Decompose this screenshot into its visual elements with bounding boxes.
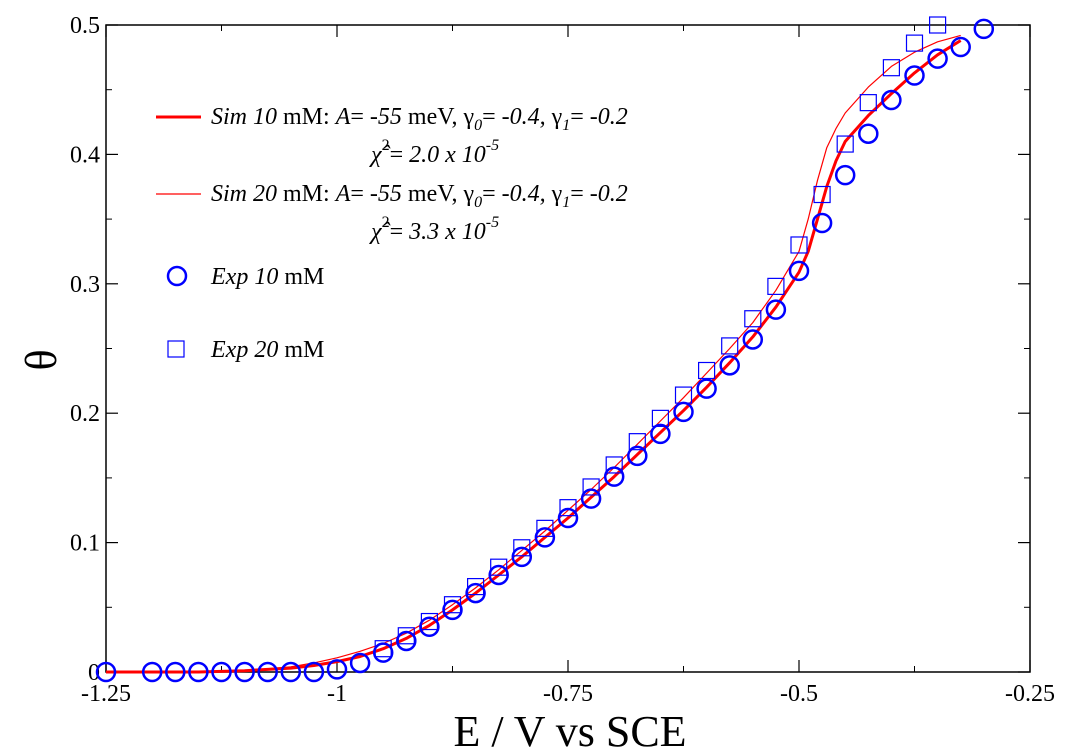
data-point-square — [582, 478, 600, 496]
data-point-square — [882, 59, 901, 77]
data-point-circle — [696, 378, 717, 399]
data-point-circle — [488, 564, 509, 586]
data-point-square — [513, 539, 531, 557]
data-point-square — [628, 433, 646, 451]
y-tick-label: 0.1 — [70, 531, 100, 557]
data-point-square — [674, 386, 693, 404]
data-point-square — [905, 34, 924, 52]
data-point-circle — [950, 36, 971, 58]
data-point-square — [744, 310, 762, 328]
data-point-square — [813, 185, 831, 204]
y-axis: 0 0.1 0.2 0.3 0.4 0.5 — [70, 13, 1030, 686]
data-point-square — [697, 361, 716, 380]
data-point-circle — [211, 661, 232, 683]
data-point-circle — [765, 299, 787, 320]
x-tick-label: -1 — [327, 681, 347, 707]
data-point-circle — [349, 652, 371, 674]
legend-label-exp-10: Exp 10 mM — [210, 264, 324, 290]
y-tick-label: 0 — [88, 660, 100, 686]
data-point-circle — [650, 423, 671, 445]
data-point-square — [721, 337, 739, 355]
x-axis: -1.25 -1 -0.75 -0.5 -0.25 — [81, 25, 1055, 707]
x-axis-title: E / V vs SCE — [453, 707, 686, 753]
y-tick-label: 0.3 — [70, 272, 100, 298]
y-axis-title: θ — [17, 349, 66, 370]
x-tick-label: -1.25 — [81, 681, 131, 707]
data-point-circle — [234, 661, 255, 683]
legend-chi-sim-20: χ̂2= 3.3 x 10-5 — [369, 214, 499, 245]
data-point-circle — [165, 661, 186, 683]
data-point-circle — [534, 527, 556, 548]
legend-chi-sim-10: χ̂2= 2.0 x 10-5 — [369, 137, 499, 168]
data-point-square — [790, 236, 808, 254]
plot-series — [95, 16, 995, 683]
data-point-square — [443, 596, 462, 614]
series-line-0 — [106, 39, 962, 674]
data-point-circle — [303, 661, 325, 683]
data-point-square — [605, 456, 623, 474]
y-tick-label: 0.5 — [70, 13, 100, 39]
data-point-circle — [141, 661, 163, 683]
data-point-circle — [396, 630, 417, 652]
data-point-circle — [580, 488, 602, 509]
legend-label-exp-20: Exp 20 mM — [210, 337, 324, 363]
data-point-circle — [442, 599, 463, 621]
data-point-square — [928, 16, 947, 34]
data-point-square — [859, 94, 877, 112]
data-point-circle — [742, 329, 764, 350]
data-point-circle — [257, 661, 278, 683]
data-point-circle — [511, 546, 533, 568]
y-tick-label: 0.4 — [70, 142, 100, 168]
y-tick-label: 0.2 — [70, 401, 100, 427]
data-point-circle — [188, 661, 209, 683]
data-point-square — [397, 627, 415, 645]
data-point-circle — [557, 507, 579, 529]
data-point-square — [767, 277, 785, 295]
data-point-circle — [927, 48, 948, 69]
data-point-circle — [280, 661, 302, 683]
data-point-circle — [881, 89, 902, 111]
x-tick-label: -0.5 — [780, 681, 818, 707]
legend-swatch-exp-10 — [166, 265, 188, 287]
data-point-square — [420, 612, 438, 631]
data-point-circle — [811, 212, 833, 234]
data-point-square — [374, 640, 392, 658]
data-point-circle — [904, 65, 925, 86]
data-point-square — [536, 519, 554, 537]
data-point-circle — [465, 582, 486, 604]
x-tick-label: -0.75 — [543, 681, 593, 707]
series-line-1 — [106, 34, 961, 673]
legend-label-sim-20: Sim 20 mM: A= -55 meV, γ0= -0.4, γ1= -0.… — [211, 181, 628, 211]
data-point-circle — [326, 659, 348, 680]
data-point-circle — [627, 445, 648, 467]
data-point-circle — [372, 642, 394, 663]
data-point-circle — [719, 355, 740, 376]
data-point-circle — [973, 18, 995, 40]
x-tick-label: -0.25 — [1005, 681, 1055, 707]
data-point-square — [836, 135, 854, 153]
legend: Sim 10 mM: A= -55 meV, γ0= -0.4, γ1= -0.… — [156, 104, 628, 363]
data-point-circle — [788, 260, 810, 282]
data-point-circle — [834, 164, 856, 186]
data-point-circle — [858, 123, 879, 144]
legend-swatch-exp-20 — [167, 340, 185, 358]
data-point-circle — [603, 466, 625, 487]
legend-label-sim-10: Sim 10 mM: A= -55 meV, γ0= -0.4, γ1= -0.… — [211, 104, 628, 134]
data-point-square — [467, 577, 485, 596]
data-point-square — [651, 409, 670, 427]
data-point-square — [490, 558, 508, 576]
data-point-circle — [419, 616, 440, 637]
data-point-circle — [95, 661, 117, 683]
data-point-square — [559, 499, 577, 517]
